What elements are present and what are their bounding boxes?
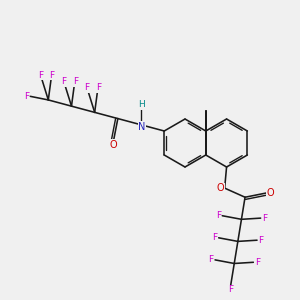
Text: F: F	[73, 77, 78, 86]
Text: F: F	[259, 236, 264, 245]
Text: F: F	[50, 71, 55, 80]
Text: F: F	[212, 233, 217, 242]
Text: F: F	[38, 71, 43, 80]
Text: F: F	[208, 255, 214, 264]
Text: F: F	[61, 77, 66, 86]
Text: F: F	[216, 211, 221, 220]
Text: F: F	[262, 214, 267, 223]
Text: F: F	[255, 258, 260, 267]
Text: O: O	[110, 140, 117, 150]
Text: F: F	[24, 92, 29, 101]
Text: N: N	[138, 122, 146, 132]
Text: O: O	[217, 183, 224, 193]
Text: F: F	[228, 285, 233, 294]
Text: F: F	[84, 83, 89, 92]
Text: F: F	[96, 83, 101, 92]
Text: O: O	[267, 188, 274, 198]
Text: H: H	[138, 100, 144, 109]
